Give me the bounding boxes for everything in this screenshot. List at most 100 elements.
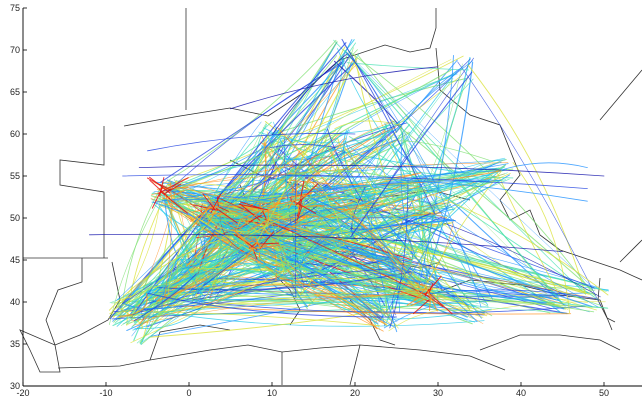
x-tick-label: -10 <box>99 388 112 398</box>
flight-track-hotspot <box>429 293 453 315</box>
flight-track <box>346 52 397 133</box>
flight-track <box>413 187 609 296</box>
flight-track <box>190 226 268 258</box>
flight-track <box>350 71 473 238</box>
flight-track <box>154 158 507 288</box>
flight-track-hotspot <box>249 244 281 250</box>
flight-track <box>209 132 339 199</box>
flight-track <box>122 216 211 306</box>
flight-track <box>277 127 419 294</box>
x-tick-label: 10 <box>267 388 277 398</box>
flight-track <box>117 288 437 319</box>
flight-track <box>152 201 379 308</box>
flight-track <box>346 62 470 71</box>
x-tick-label: 50 <box>599 388 609 398</box>
flight-track <box>353 144 388 190</box>
flight-track <box>289 176 422 283</box>
flight-track-hotspot <box>425 287 438 312</box>
border-africa-coast <box>57 344 471 369</box>
flight-track <box>164 180 414 311</box>
flight-track-hotspot <box>296 205 303 221</box>
flight-track <box>304 207 555 305</box>
flight-track-hotspot <box>296 198 303 217</box>
flight-track-hotspot <box>206 194 215 208</box>
flight-track <box>202 204 563 304</box>
flight-track-hotspot <box>146 177 171 191</box>
flight-track-hotspot <box>255 242 275 250</box>
flight-track <box>252 245 343 253</box>
flight-track <box>202 288 433 303</box>
flight-track <box>307 65 340 166</box>
flight-track <box>217 197 430 297</box>
axes: -20 -10 0 10 20 30 40 50 30 35 40 45 50 55 60 65 70 75 <box>10 3 642 398</box>
flight-track <box>116 164 304 320</box>
flight-track <box>89 233 563 252</box>
flight-track <box>162 39 337 185</box>
flight-track-hotspot <box>193 204 219 211</box>
flight-track-hotspot <box>239 201 261 209</box>
flight-track <box>209 53 360 220</box>
x-tick-label: -20 <box>16 388 29 398</box>
flight-track <box>147 133 356 152</box>
flight-track <box>334 120 402 130</box>
flight-track <box>259 231 547 304</box>
flight-track-hotspot <box>239 208 264 221</box>
flight-track-hotspot <box>164 194 172 207</box>
flight-track-hotspot <box>210 193 222 213</box>
x-tick-label: 0 <box>186 388 191 398</box>
flight-track <box>333 60 403 130</box>
flight-track-hotspot <box>149 179 171 200</box>
flight-track <box>314 288 426 298</box>
flight-track <box>211 205 278 214</box>
flight-track <box>200 202 408 273</box>
flight-track <box>278 128 349 279</box>
flight-track <box>109 302 301 315</box>
flight-track <box>389 118 594 291</box>
flight-track <box>202 234 597 299</box>
flight-track <box>292 206 418 283</box>
y-tick-label: 40 <box>10 297 20 307</box>
y-tick-label: 55 <box>10 171 20 181</box>
flight-track-hotspot <box>247 219 269 232</box>
flight-track-hotspot <box>164 183 182 194</box>
flight-track <box>262 127 287 164</box>
flight-track-hotspot <box>267 206 281 209</box>
flight-track <box>408 136 482 308</box>
flight-track <box>167 55 464 186</box>
flight-track-hotspot <box>259 231 275 249</box>
y-tick-label: 60 <box>10 129 20 139</box>
flight-track <box>444 223 601 298</box>
flight-track-hotspot <box>260 201 282 217</box>
flight-track <box>137 275 198 325</box>
border-africa-interior <box>149 324 506 386</box>
flight-track <box>132 218 201 315</box>
flight-track <box>346 144 599 308</box>
flight-track-hotspot <box>412 299 430 315</box>
flight-track <box>148 300 434 338</box>
flight-track <box>148 237 211 294</box>
flight-track <box>258 220 285 275</box>
flight-track <box>150 279 305 291</box>
flight-track <box>276 267 426 295</box>
flight-track <box>147 292 397 318</box>
flight-track <box>161 262 178 311</box>
flight-track-hotspot <box>266 210 283 218</box>
flight-track-hotspot <box>163 190 185 200</box>
flight-track <box>286 78 454 277</box>
flight-track <box>424 76 469 303</box>
flight-track-hotspot <box>250 214 262 222</box>
flight-track-hotspot <box>238 203 269 211</box>
border-iberia <box>45 258 121 346</box>
flight-track <box>141 181 404 343</box>
flight-track <box>423 170 503 290</box>
flight-track-hotspot <box>297 191 314 201</box>
flight-track <box>222 213 305 286</box>
flight-track <box>205 179 502 212</box>
border-east <box>599 69 642 263</box>
flight-track <box>147 217 202 333</box>
flight-track <box>148 211 302 320</box>
flight-track <box>467 64 586 294</box>
flight-track <box>161 204 217 224</box>
border-british-isles <box>59 126 105 258</box>
flight-track <box>156 271 412 291</box>
